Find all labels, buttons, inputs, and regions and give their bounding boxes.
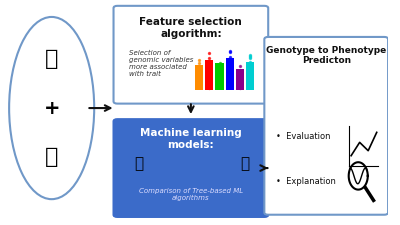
FancyBboxPatch shape (114, 6, 268, 104)
Ellipse shape (9, 17, 94, 199)
Text: +: + (44, 99, 60, 117)
FancyBboxPatch shape (114, 119, 268, 217)
Text: •  Evaluation: • Evaluation (276, 132, 330, 141)
Text: Selection of
genomic variables
more associated
with trait: Selection of genomic variables more asso… (129, 50, 193, 77)
Text: Comparison of Tree-based ML
algorithms: Comparison of Tree-based ML algorithms (139, 188, 243, 201)
Text: Feature selection
algorithm:: Feature selection algorithm: (140, 17, 242, 38)
Text: 🧐: 🧐 (134, 156, 143, 171)
Text: •  Explanation: • Explanation (276, 177, 336, 186)
Text: Genotype to Phenotype
Predicton: Genotype to Phenotype Predicton (266, 46, 386, 65)
Text: Machine learning
models:: Machine learning models: (140, 128, 242, 150)
Text: 🌱: 🌱 (45, 147, 58, 167)
Text: 🧬: 🧬 (45, 49, 58, 69)
FancyBboxPatch shape (264, 37, 388, 215)
Text: 🧠: 🧠 (240, 156, 250, 171)
